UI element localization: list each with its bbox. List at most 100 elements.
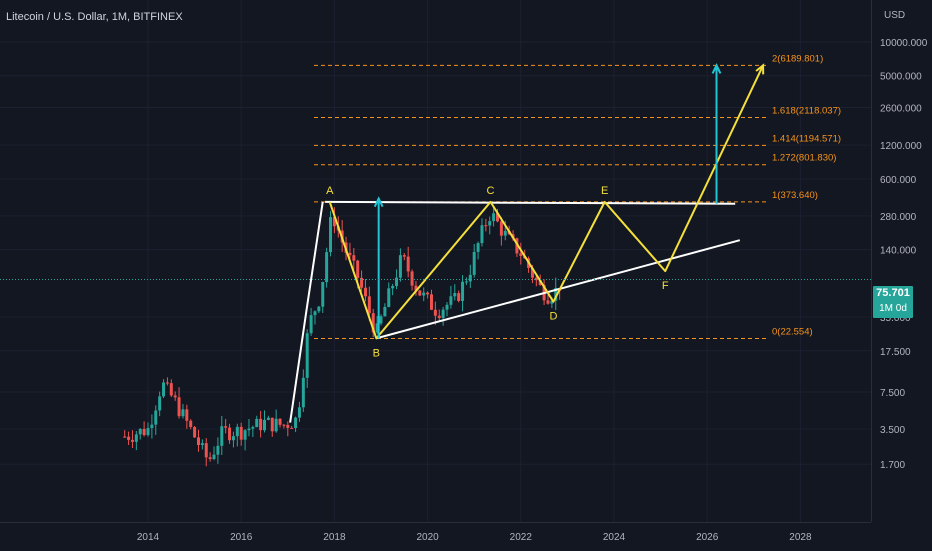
candle-body [294, 417, 298, 429]
time-axis[interactable] [0, 522, 871, 551]
candle-body [286, 424, 290, 428]
candle-body [464, 281, 468, 283]
candle-body [476, 243, 480, 252]
candle-body [398, 255, 402, 278]
candle-body [200, 443, 204, 445]
candle-body [169, 383, 173, 396]
candle-body [255, 418, 259, 428]
y-tick-label: 280.000 [880, 212, 917, 223]
candle-body [305, 333, 309, 378]
candle-body [453, 293, 457, 297]
candle-body [263, 419, 266, 431]
candle-body [503, 230, 507, 236]
chart-title: Litecoin / U.S. Dollar, 1M, BITFINEX [6, 11, 183, 23]
candle-body [492, 213, 496, 222]
candle-body [220, 426, 224, 446]
candle-body [363, 287, 367, 297]
candle-body [484, 225, 488, 227]
candle-body [352, 255, 356, 261]
wave-point-label: A [326, 185, 334, 197]
candle-body [375, 323, 379, 333]
candle-body [391, 286, 395, 289]
candle-body [251, 427, 255, 429]
wave-point-label: E [601, 185, 608, 197]
wave-labels: 10000.000 5000.000 2600.000 1200.000 600.000… [137, 38, 928, 543]
candle-body [259, 418, 263, 431]
candle-body [534, 277, 538, 281]
candle-body [270, 417, 274, 432]
candle-body [297, 407, 301, 418]
candle-body [212, 454, 216, 459]
candle-body [134, 434, 138, 442]
candle-body [228, 427, 232, 441]
candle-body [530, 267, 534, 278]
candle-body [422, 292, 426, 296]
candle-body [321, 282, 325, 307]
candle-body [162, 382, 166, 397]
candle-body [123, 436, 127, 438]
candle-body [239, 426, 243, 440]
y-tick-label: 140.000 [880, 246, 917, 257]
price-axis[interactable] [871, 0, 932, 522]
wave-point-label: D [549, 311, 557, 323]
candle-body [472, 251, 476, 275]
candle-body [550, 300, 554, 304]
candle-body [496, 213, 499, 222]
wave-drawing [289, 63, 765, 423]
candle-body [457, 293, 461, 301]
candle-body [519, 253, 523, 256]
last-price-badge: 75.701 1M 0d [873, 286, 913, 318]
chart-grid [0, 0, 871, 522]
candle-body [449, 296, 453, 305]
candle-body [309, 315, 313, 334]
candle-body [418, 290, 422, 296]
fib-level-label: 1(373.640) [772, 190, 818, 201]
candle-body [181, 409, 185, 417]
candle-body [433, 309, 437, 316]
candle-body [235, 426, 239, 437]
candle-body [278, 418, 282, 425]
y-tick-label: 5000.000 [880, 72, 922, 83]
candle-body [165, 382, 169, 384]
candle-body [546, 300, 550, 304]
candle-body [426, 292, 430, 295]
candle-body [216, 445, 220, 455]
candle-body [480, 225, 484, 244]
y-tick-label: 1.700 [880, 460, 905, 471]
y-tick-label: 35.000 [880, 313, 911, 324]
candle-body [177, 397, 181, 417]
fib-level-label: 1.618(2118.037) [772, 105, 841, 116]
x-tick-label: 2014 [137, 532, 160, 543]
y-tick-label: 1200.000 [880, 141, 922, 152]
candle-body [371, 313, 375, 333]
last-price-value: 75.701 [876, 287, 910, 299]
candle-body [290, 427, 294, 429]
y-tick-label: 3.500 [880, 425, 905, 436]
candle-body [158, 396, 162, 411]
wave-arrowhead [755, 63, 765, 75]
candle-body [173, 395, 177, 398]
candle-body [429, 294, 433, 310]
y-tick-label: 600.000 [880, 175, 917, 186]
candle-body [379, 316, 383, 324]
candle-body [127, 436, 131, 440]
candle-body [414, 285, 418, 291]
candle-body [282, 424, 286, 426]
candle-body [208, 457, 212, 459]
candle-body [329, 217, 333, 253]
candle-body [196, 437, 200, 445]
candle-body [243, 430, 247, 440]
candle-body [142, 428, 146, 436]
candle-body [150, 424, 154, 429]
candle-body [138, 428, 142, 435]
support-trendline [376, 239, 741, 340]
candle-body [410, 271, 414, 286]
wave-point-label: F [662, 280, 669, 292]
candle-body [360, 277, 364, 288]
candle-body [437, 315, 441, 318]
candle-body [499, 221, 503, 236]
candle-body [461, 281, 465, 301]
impulse-line [289, 201, 324, 423]
abcdef-wave-path [328, 64, 765, 340]
